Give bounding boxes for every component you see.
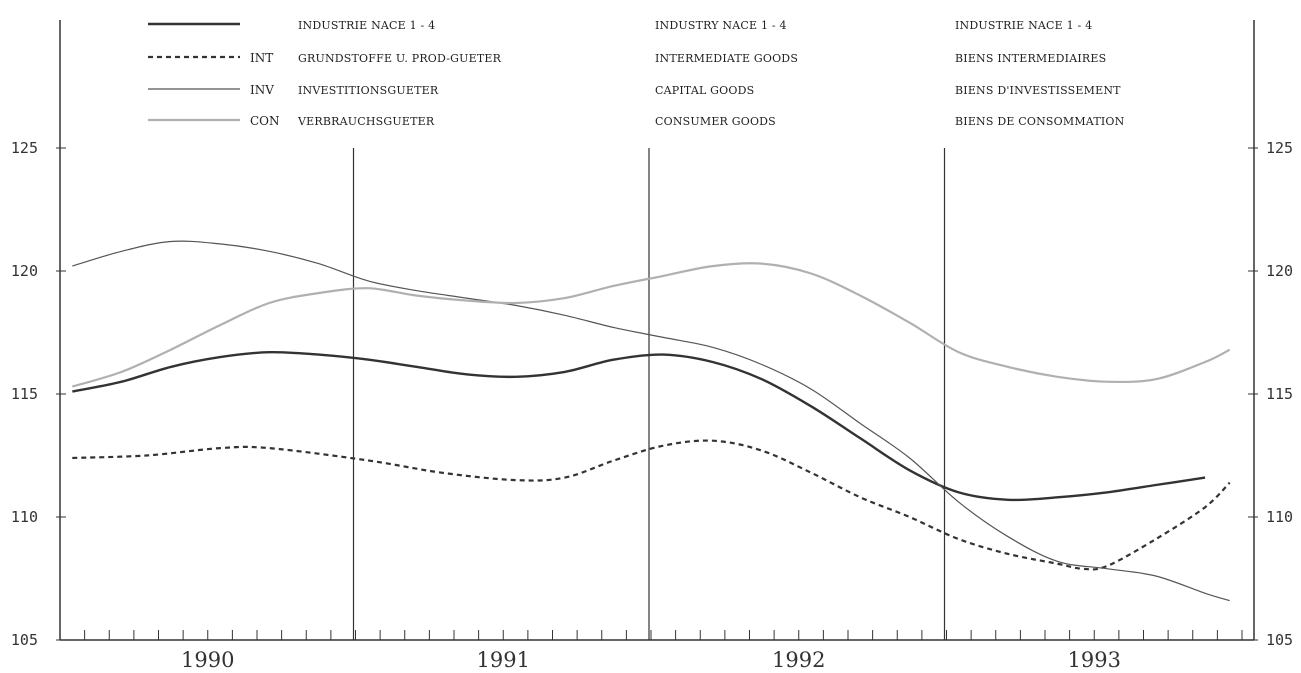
legend-code-int: INT (250, 51, 273, 65)
y-tick-label-right: 125 (1266, 139, 1293, 157)
y-axis-left: 105 110 115 120 125 (11, 139, 66, 649)
series-line-inv (72, 240, 1230, 602)
y-axis-right: 105 110 115 120 125 (1248, 139, 1293, 649)
legend: INDUSTRIE NACE 1 - 4 INDUSTRY NACE 1 - 4 I… (148, 19, 1125, 128)
y-tick-label-left: 110 (11, 508, 38, 526)
y-tick-label-right: 110 (1266, 508, 1293, 526)
y-tick-label-left: 105 (11, 631, 38, 649)
chart-frame (59, 20, 1255, 641)
legend-label-de: VERBRAUCHSGUETER (297, 115, 435, 128)
year-label: 1992 (772, 648, 825, 672)
year-label: 1991 (477, 648, 530, 672)
legend-label-en: INDUSTRY NACE 1 - 4 (655, 19, 787, 32)
legend-label-en: CAPITAL GOODS (655, 84, 754, 97)
legend-code-con: CON (250, 114, 280, 128)
series-line-int (72, 439, 1231, 571)
y-tick-label-right: 120 (1266, 262, 1293, 280)
legend-label-de: INVESTITIONSGUETER (298, 84, 439, 97)
y-tick-label-right: 115 (1266, 385, 1293, 403)
y-tick-label-left: 120 (11, 262, 38, 280)
series-line-con (71, 262, 1231, 388)
legend-label-en: INTERMEDIATE GOODS (655, 52, 798, 65)
year-label: 1993 (1068, 648, 1121, 672)
legend-label-de: GRUNDSTOFFE U. PROD-GUETER (298, 52, 502, 65)
series-lines (71, 240, 1231, 602)
y-tick-label-left: 115 (11, 385, 38, 403)
year-label: 1990 (181, 648, 234, 672)
y-tick-label-left: 125 (11, 139, 38, 157)
legend-label-fr: BIENS DE CONSOMMATION (955, 115, 1125, 128)
legend-label-de: INDUSTRIE NACE 1 - 4 (298, 19, 435, 32)
legend-code-inv: INV (250, 83, 274, 97)
legend-label-en: CONSUMER GOODS (655, 115, 776, 128)
y-tick-label-right: 105 (1266, 631, 1293, 649)
legend-label-fr: INDUSTRIE NACE 1 - 4 (955, 19, 1092, 32)
legend-label-fr: BIENS D'INVESTISSEMENT (955, 84, 1121, 97)
x-axis: 1990 1991 1992 1993 (59, 630, 1243, 672)
legend-label-fr: BIENS INTERMEDIAIRES (955, 52, 1106, 65)
series-line-industrie (72, 350, 1206, 502)
